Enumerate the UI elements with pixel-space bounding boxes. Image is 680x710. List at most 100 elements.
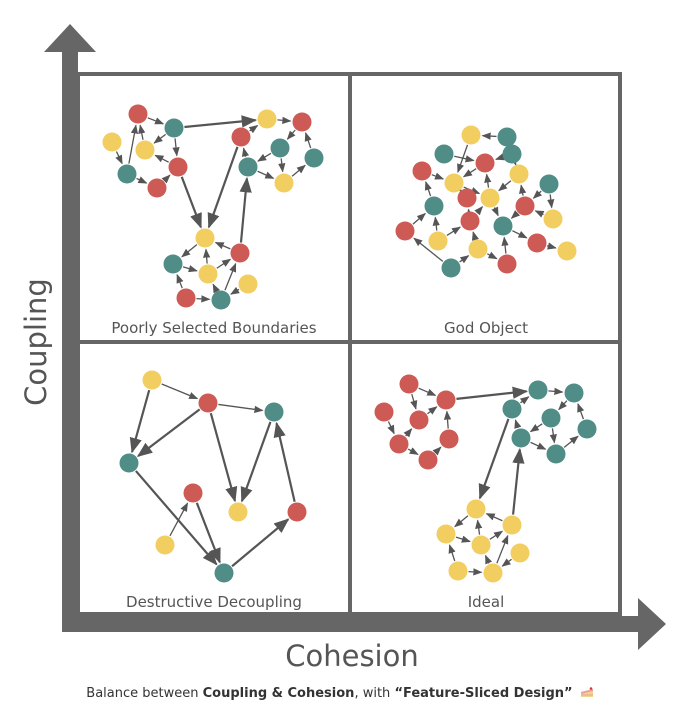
module-node — [264, 402, 284, 422]
module-node — [214, 563, 234, 583]
module-node — [468, 239, 488, 259]
module-node — [528, 380, 548, 400]
module-node — [434, 144, 454, 164]
module-node — [395, 221, 415, 241]
module-node — [399, 374, 419, 394]
dependency-arrow — [224, 262, 237, 291]
dependency-arrow — [558, 400, 568, 411]
dependency-arrow — [549, 428, 557, 444]
module-node — [176, 288, 196, 308]
dependency-arrow — [180, 176, 202, 229]
x-axis-label: Cohesion — [285, 639, 419, 673]
module-node — [238, 274, 258, 294]
quadrant-label-top-right: God Object — [444, 319, 528, 337]
dependency-arrow — [161, 174, 171, 184]
module-node — [444, 173, 464, 193]
dependency-arrow — [456, 386, 529, 400]
module-node — [418, 450, 438, 470]
dependency-arrow — [273, 421, 296, 503]
module-node — [497, 127, 517, 147]
module-node — [509, 164, 529, 184]
dependency-arrow — [431, 172, 445, 180]
dependency-arrow — [514, 419, 522, 429]
dependency-arrow — [136, 408, 201, 457]
module-node — [502, 144, 522, 164]
module-node — [238, 157, 258, 177]
dependency-arrow — [532, 190, 542, 199]
module-node — [539, 174, 559, 194]
module-node — [128, 104, 148, 124]
quadrant-label-bottom-left: Destructive Decoupling — [126, 593, 302, 611]
module-node — [436, 390, 456, 410]
module-node — [471, 535, 491, 555]
dependency-arrow — [512, 230, 528, 239]
dependency-arrow — [412, 212, 426, 225]
dependency-arrow — [240, 421, 272, 503]
figure-caption: Balance between Coupling & Cohesion, wit… — [0, 686, 680, 701]
dependency-arrow — [207, 146, 239, 229]
module-node — [228, 502, 248, 522]
module-node — [287, 502, 307, 522]
module-node — [577, 419, 597, 439]
module-node — [198, 264, 218, 284]
dependency-arrow — [176, 273, 184, 289]
dependency-arrow — [432, 446, 442, 456]
module-node — [198, 393, 218, 413]
dependency-arrow — [484, 173, 492, 188]
module-node — [270, 138, 290, 158]
module-node — [117, 164, 137, 184]
dependency-arrow — [277, 116, 292, 124]
dependency-arrow — [278, 158, 286, 173]
dependency-arrow — [161, 383, 199, 400]
dependency-arrow — [286, 129, 296, 140]
dependency-arrow — [230, 286, 240, 295]
quadrant-label-top-left: Poorly Selected Boundaries — [111, 319, 316, 337]
dependency-arrow — [478, 418, 510, 500]
dependency-arrow — [410, 393, 418, 410]
dependency-arrow — [546, 242, 557, 250]
dependency-arrow — [291, 164, 306, 177]
module-node — [304, 148, 324, 168]
module-node — [480, 188, 500, 208]
dependency-arrow — [203, 248, 211, 264]
module-node — [164, 118, 184, 138]
quadrant-diagram: Coupling Cohesion Poorly Selected Bounda… — [19, 24, 666, 673]
dependency-arrow — [577, 402, 585, 420]
cake-icon — [580, 687, 593, 697]
dependency-arrow — [153, 133, 167, 144]
dependency-arrow — [443, 410, 452, 429]
module-node — [441, 258, 461, 278]
graph-poorly-selected-boundaries — [102, 104, 324, 310]
dependency-arrow — [454, 515, 469, 528]
module-node — [231, 127, 251, 147]
dependency-arrow — [563, 435, 579, 448]
dependency-arrow — [182, 265, 198, 273]
dependency-arrow — [446, 226, 462, 236]
module-node — [168, 157, 188, 177]
y-axis-arrowhead — [44, 24, 96, 52]
module-node — [211, 290, 231, 310]
dependency-arrow — [510, 210, 521, 219]
dependency-arrow — [257, 170, 275, 179]
dependency-arrow — [231, 518, 290, 568]
dependency-arrow — [519, 184, 527, 196]
module-node — [510, 543, 530, 563]
module-node — [497, 254, 517, 274]
dependency-arrow — [304, 132, 312, 149]
dependency-arrow — [501, 236, 509, 254]
dependency-arrow — [462, 168, 477, 178]
module-node — [412, 161, 432, 181]
dependency-arrow — [387, 421, 395, 435]
graph-destructive-decoupling — [119, 370, 307, 583]
dependency-arrow — [239, 176, 252, 243]
dependency-arrow — [424, 181, 432, 197]
caption-prefix: Balance between — [86, 686, 203, 701]
dependency-arrow — [218, 403, 264, 413]
module-node — [147, 178, 167, 198]
module-node — [183, 483, 203, 503]
dependency-arrow — [548, 387, 564, 395]
dependency-arrow — [491, 206, 499, 217]
module-node — [448, 561, 468, 581]
dependency-arrow — [172, 138, 180, 157]
module-node — [274, 173, 294, 193]
